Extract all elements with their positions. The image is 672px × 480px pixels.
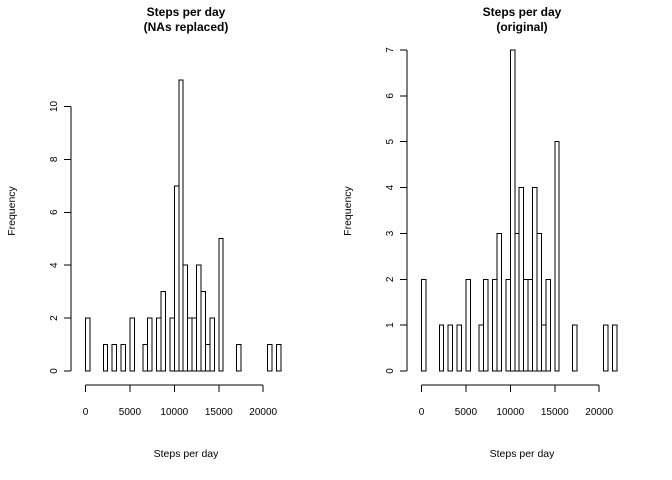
y-tick-label: 2 <box>49 315 60 321</box>
histogram-bar <box>160 291 166 372</box>
chart-subtitle: (NAs replaced) <box>144 20 229 34</box>
y-tick-label: 4 <box>385 184 396 190</box>
histogram-bar <box>178 79 184 372</box>
y-axis-label: Frequency <box>342 185 354 235</box>
histogram-bar <box>421 278 427 372</box>
histogram-bar <box>196 264 202 372</box>
histogram-bar <box>505 278 511 372</box>
histogram-bar <box>554 141 560 372</box>
histogram-bar <box>147 317 153 372</box>
histogram-bar <box>492 278 498 372</box>
chart-title: Steps per day <box>147 5 226 19</box>
y-tick-label: 10 <box>49 100 60 112</box>
histogram-bar <box>532 187 538 372</box>
histogram-bar <box>483 278 489 372</box>
histogram-bar <box>111 344 118 372</box>
histogram-bar <box>102 344 109 372</box>
y-tick-label: 1 <box>385 322 396 328</box>
x-tick-label: 15000 <box>205 407 233 418</box>
y-tick-label: 8 <box>49 156 60 162</box>
x-tick-label: 0 <box>419 407 425 418</box>
histogram-bar <box>187 317 193 372</box>
histogram-bar <box>85 317 91 372</box>
histogram-bar <box>509 49 516 372</box>
x-tick-label: 10000 <box>496 407 524 418</box>
histogram-bar <box>523 278 529 372</box>
histogram-bar <box>204 344 211 372</box>
x-tick-label: 10000 <box>160 407 188 418</box>
histogram-bar <box>572 324 578 372</box>
histogram-bar <box>465 278 471 372</box>
y-tick-label: 2 <box>385 276 396 282</box>
x-tick-label: 5000 <box>455 407 478 418</box>
x-tick-label: 5000 <box>119 407 142 418</box>
histogram-bar <box>438 324 445 372</box>
x-axis-label: Steps per day <box>490 448 556 460</box>
histogram-bar <box>447 324 454 372</box>
histogram-bar <box>518 187 525 372</box>
chart-title: Steps per day <box>483 5 562 19</box>
histogram-bar <box>156 317 162 372</box>
y-tick-label: 7 <box>385 47 396 53</box>
histogram-bar <box>603 324 609 372</box>
histogram-bar <box>540 324 547 372</box>
histogram-bar <box>200 291 206 372</box>
x-tick-label: 20000 <box>585 407 613 418</box>
y-tick-label: 0 <box>49 368 60 374</box>
x-axis-label: Steps per day <box>154 448 220 460</box>
histogram-bar <box>514 232 520 372</box>
histogram-bar <box>142 344 149 372</box>
y-tick-label: 6 <box>49 209 60 215</box>
y-tick-label: 3 <box>385 230 396 236</box>
y-tick-label: 0 <box>385 368 396 374</box>
histogram-bar <box>536 232 542 372</box>
y-tick-label: 6 <box>385 93 396 99</box>
histogram-bar <box>120 344 126 372</box>
y-tick-label: 4 <box>49 262 60 268</box>
histogram-bar <box>276 344 282 372</box>
histogram-bar <box>182 264 189 372</box>
histogram-bar <box>209 317 215 372</box>
x-tick-label: 0 <box>83 407 89 418</box>
histogram-bar <box>267 344 273 372</box>
histogram-bar <box>191 317 198 372</box>
x-tick-label: 15000 <box>541 407 569 418</box>
histogram-bar <box>129 317 135 372</box>
chart-subtitle: (original) <box>496 20 547 34</box>
histogram-bar <box>218 238 224 372</box>
histogram-bar <box>236 344 242 372</box>
histogram-bar <box>478 324 485 372</box>
histogram-bar <box>456 324 462 372</box>
histogram-bar <box>169 317 175 372</box>
histogram-bar <box>496 232 502 372</box>
histogram-bar <box>173 185 180 372</box>
y-axis-label: Frequency <box>6 185 18 235</box>
histogram-bar <box>612 324 618 372</box>
x-tick-label: 20000 <box>249 407 277 418</box>
y-tick-label: 5 <box>385 138 396 144</box>
histogram-bar <box>545 278 551 372</box>
histogram-bar <box>527 278 534 372</box>
